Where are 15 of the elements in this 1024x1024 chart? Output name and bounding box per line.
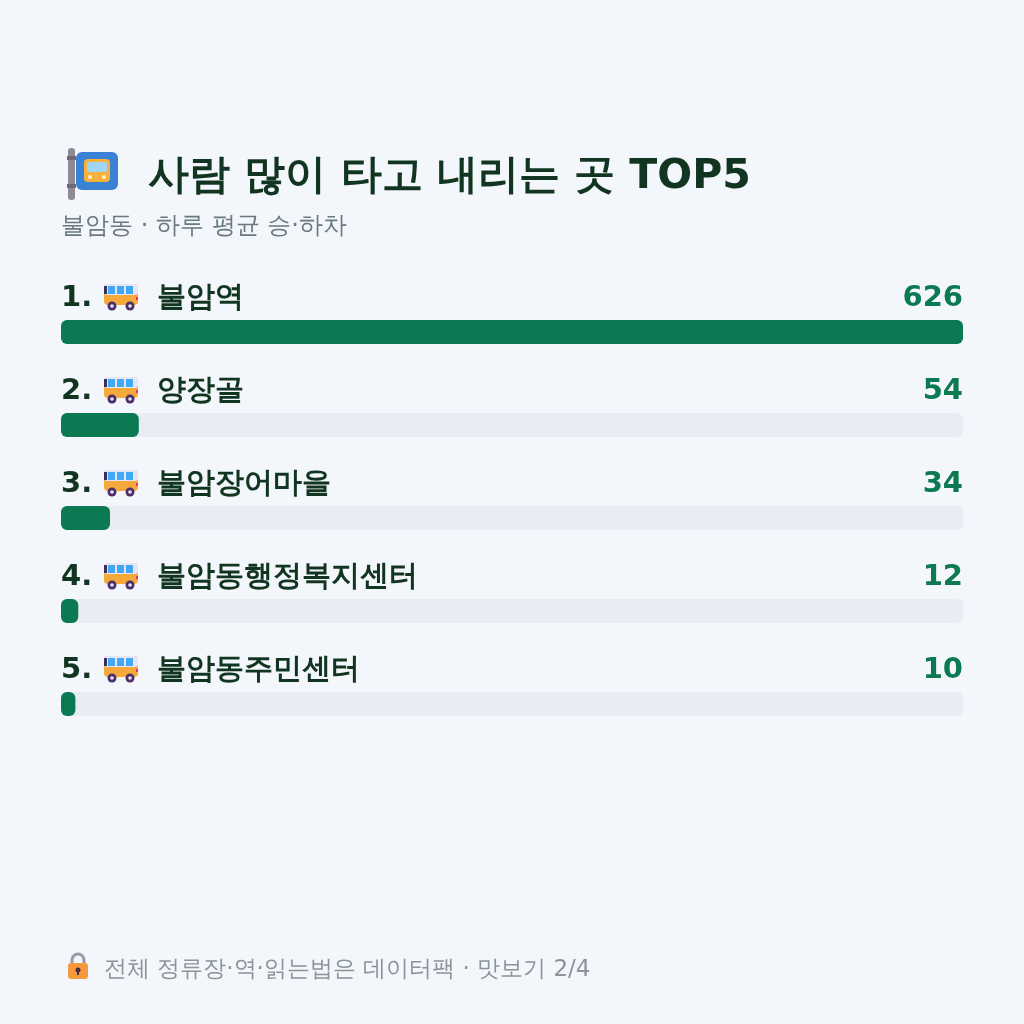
data-label: 54 [922,372,963,406]
category-label: 2. 양장골 [61,372,244,406]
data-label: 626 [902,279,963,313]
category-label: 3. 불암장어마을 [61,465,331,499]
bar [61,413,139,437]
data-label: 10 [922,651,963,685]
category-label: 1. 불암역 [61,279,244,313]
data-label: 12 [922,558,963,592]
bar [61,506,110,530]
category-label: 4. 불암동행정복지센터 [61,558,418,592]
chart-title: 사람 많이 타고 내리는 곳 TOP5 [148,150,751,198]
data-label: 34 [922,465,963,499]
category-label: 5. 불암동주민센터 [61,651,360,685]
text: 전체 정류장·역·읽는법은 데이터팩 · 맛보기 2/4 [104,955,591,981]
chart-subtitle: 불암동 · 하루 평균 승·하차 [61,211,347,239]
